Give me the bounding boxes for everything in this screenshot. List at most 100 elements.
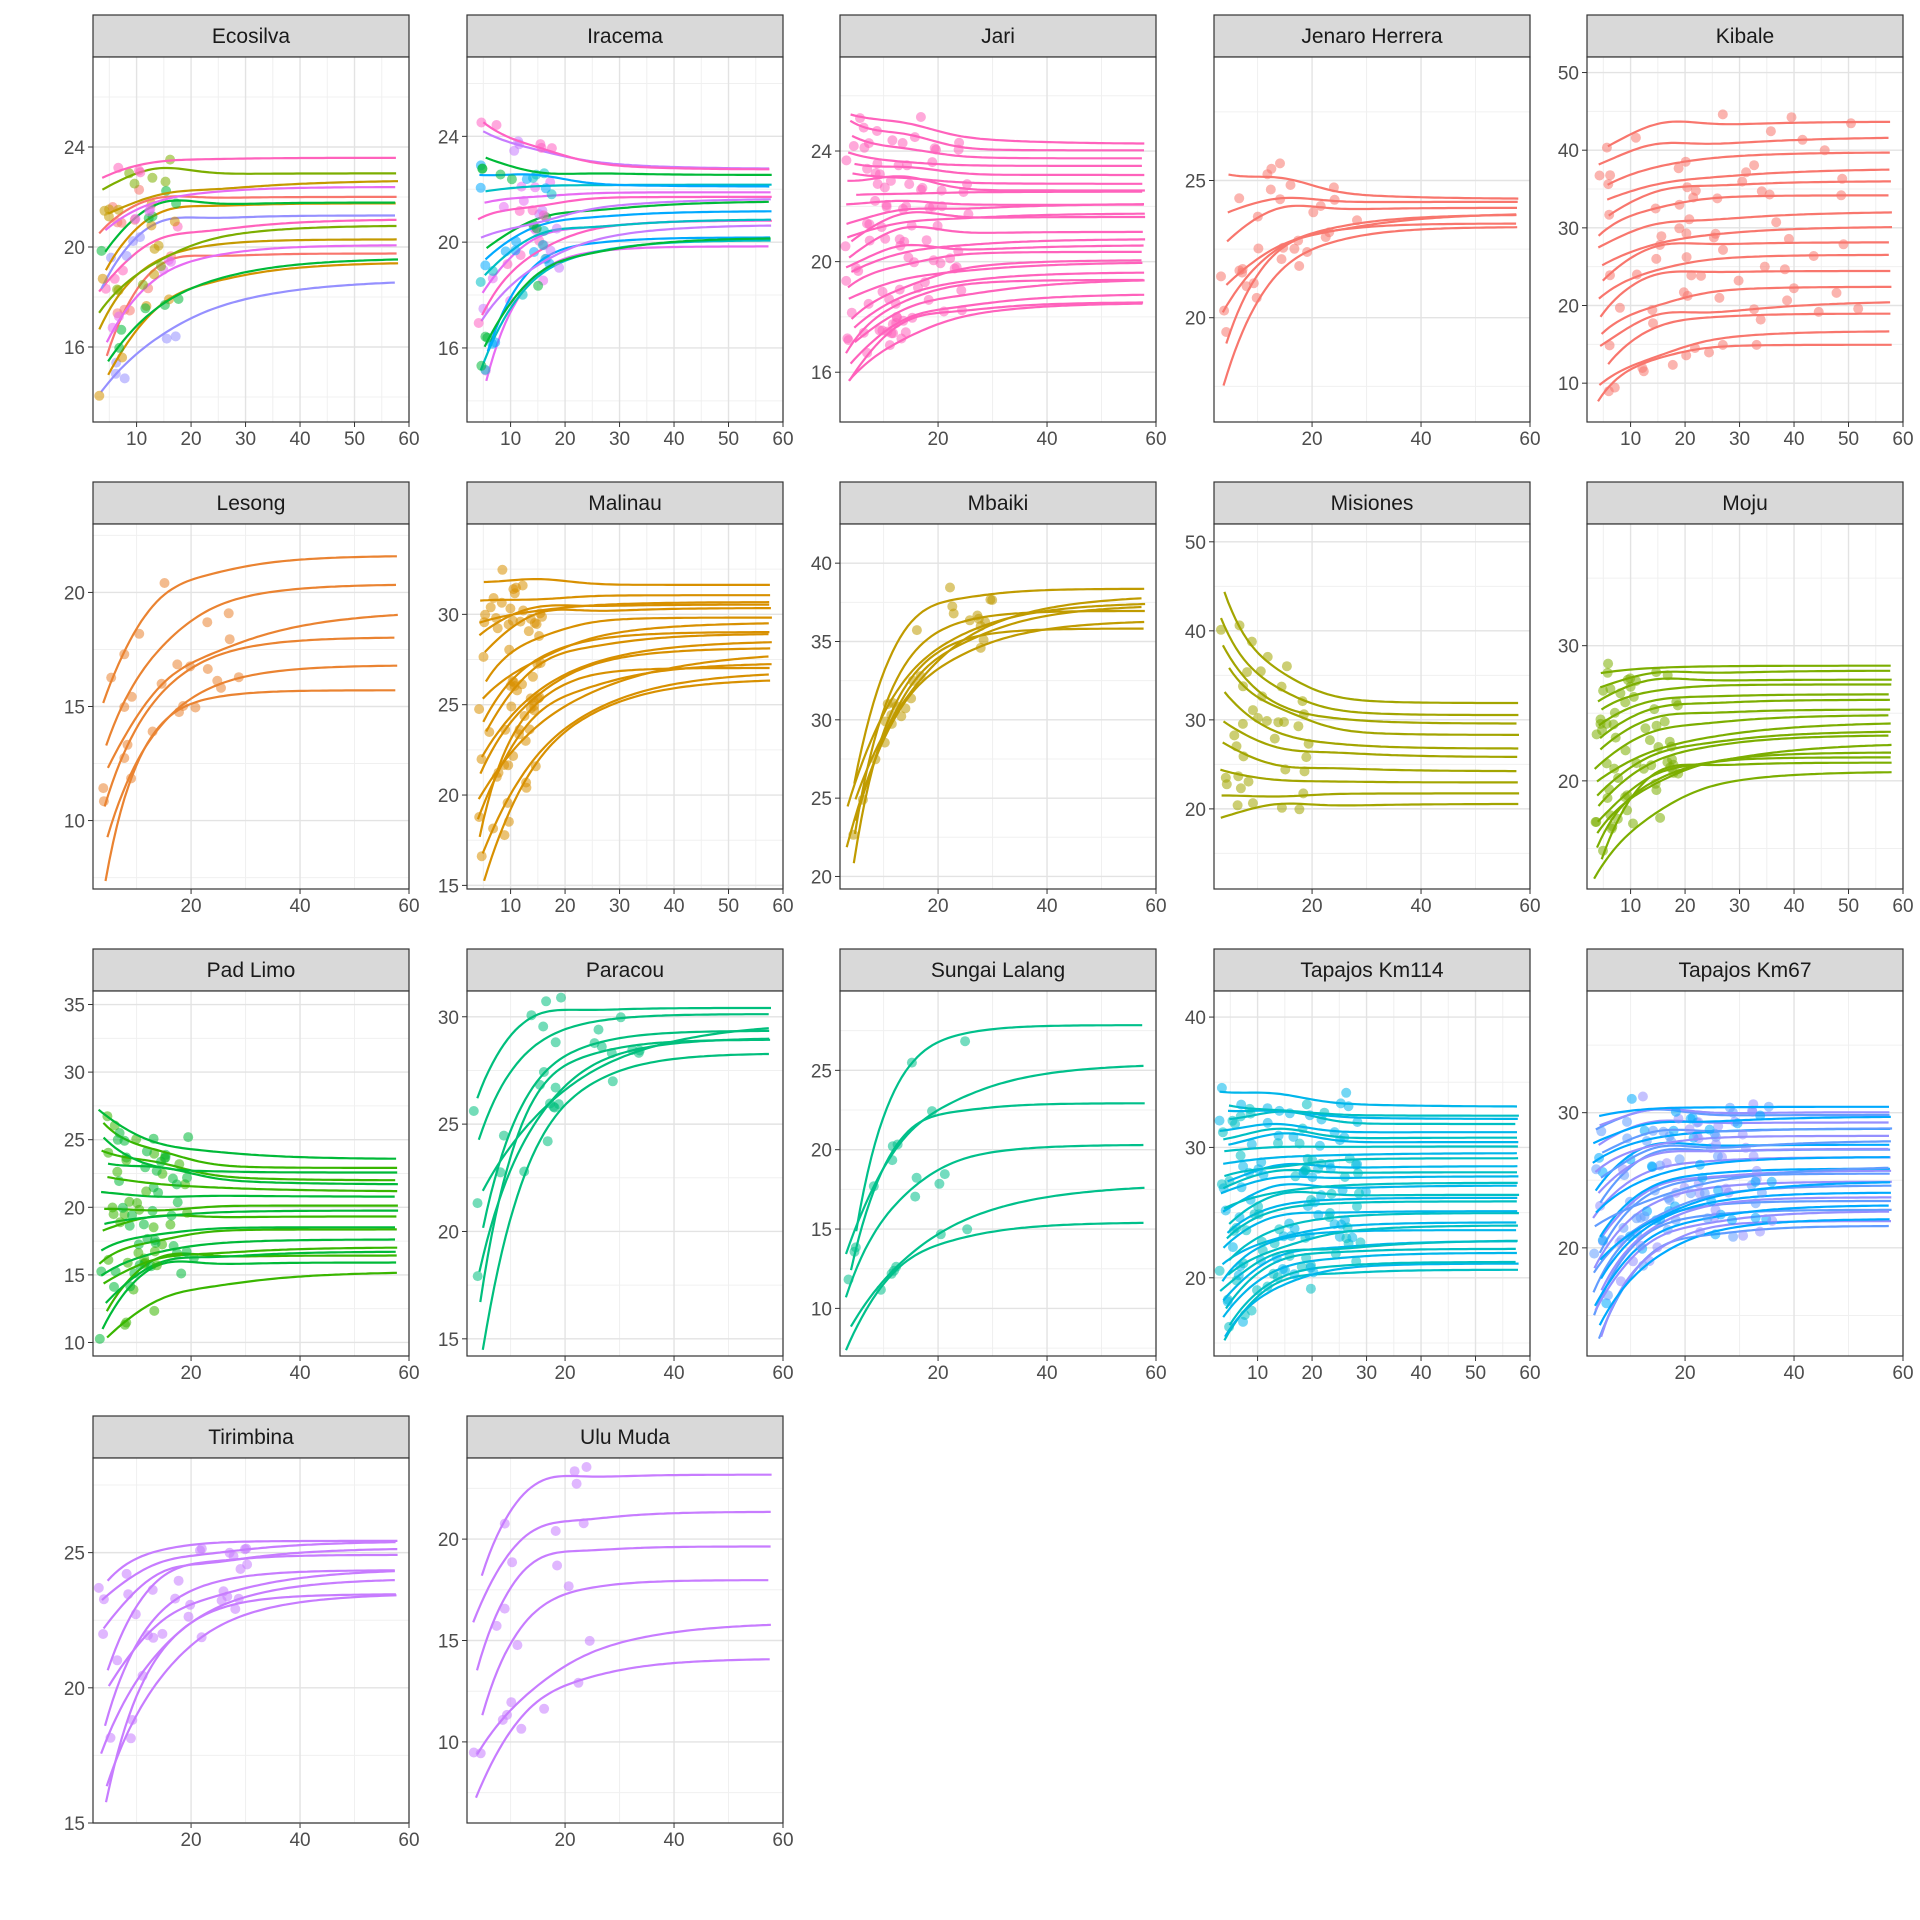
data-point: [1647, 305, 1658, 315]
data-point: [493, 767, 504, 778]
fit-curve: [1225, 222, 1517, 344]
data-point: [1307, 1172, 1318, 1183]
data-point: [1355, 1237, 1366, 1248]
data-point: [109, 1281, 119, 1292]
x-tick-label: 20: [180, 896, 201, 917]
y-tick-label: 16: [811, 363, 832, 384]
data-point: [1305, 1283, 1316, 1294]
data-point: [1684, 214, 1695, 225]
data-point: [495, 1167, 506, 1178]
fit-curve: [1226, 1196, 1518, 1234]
y-tick-label: 30: [811, 711, 832, 732]
data-point: [1764, 189, 1775, 200]
fit-curve: [848, 225, 1143, 259]
data-point: [593, 1024, 604, 1035]
data-point: [1685, 1113, 1696, 1124]
data-point: [1354, 1188, 1364, 1199]
data-point: [127, 1210, 137, 1221]
x-tick-label: 60: [1145, 429, 1166, 450]
fit-curve: [100, 1579, 395, 1754]
data-point: [951, 262, 962, 273]
data-point: [1714, 292, 1725, 303]
y-tick-label: 25: [811, 789, 832, 810]
x-tick-label: 20: [180, 1363, 201, 1384]
fit-curve: [1592, 1115, 1891, 1145]
data-point: [1234, 620, 1245, 631]
data-point: [929, 143, 940, 154]
y-tick-label: 20: [1558, 297, 1579, 318]
data-point: [581, 1462, 592, 1472]
data-point: [886, 710, 897, 721]
data-point: [1214, 1115, 1225, 1126]
facet-strip: [1586, 14, 1904, 58]
data-point: [149, 1246, 160, 1257]
data-point: [1853, 303, 1864, 314]
x-tick-label: 60: [398, 896, 419, 917]
facet-iracema: Iracema 10 20 30 40 50 60 16 20 24: [438, 14, 794, 450]
data-point: [182, 1172, 192, 1183]
data-point: [1329, 1219, 1340, 1230]
fit-curve: [1219, 1090, 1518, 1108]
data-point: [509, 681, 520, 691]
fit-curve: [1228, 173, 1519, 200]
fit-curve: [1222, 720, 1518, 758]
data-point: [1236, 1182, 1247, 1193]
data-point: [521, 174, 532, 185]
data-point: [1732, 1118, 1743, 1129]
data-point: [540, 183, 551, 194]
fit-curve: [103, 1246, 398, 1285]
data-point: [1603, 658, 1614, 669]
data-point: [490, 337, 501, 348]
y-tick-label: 24: [64, 138, 86, 159]
y-tick-label: 30: [438, 605, 459, 626]
fit-curve: [1607, 151, 1890, 186]
fit-curve: [483, 578, 770, 586]
data-point: [900, 327, 911, 338]
data-point: [1301, 1099, 1312, 1110]
facet-mbaiki: Mbaiki 20 40 60 20 25 30 35 40: [811, 481, 1167, 917]
data-point: [1251, 292, 1262, 303]
panel-border: [1586, 523, 1904, 890]
data-point: [166, 256, 176, 267]
data-point: [119, 753, 130, 763]
data-point: [1316, 1190, 1327, 1201]
data-point: [1308, 207, 1319, 218]
y-tick-label: 40: [1558, 141, 1579, 162]
data-point: [151, 1165, 162, 1176]
data-point: [499, 1603, 510, 1614]
data-point: [479, 617, 490, 628]
fit-curve: [1600, 664, 1891, 675]
x-tick-label: 10: [126, 429, 147, 450]
data-point: [1697, 1172, 1708, 1183]
fit-curve: [1596, 730, 1891, 797]
data-point: [472, 1271, 483, 1282]
fit-curve: [847, 250, 1142, 289]
x-tick-label: 60: [1892, 1363, 1913, 1384]
data-point: [507, 1557, 518, 1568]
fit-curve: [480, 594, 771, 602]
fit-curve: [102, 1548, 398, 1630]
data-point: [872, 179, 883, 189]
data-point: [542, 1136, 553, 1147]
data-point: [125, 1733, 136, 1744]
data-point: [116, 324, 127, 335]
x-tick-label: 40: [1036, 1363, 1057, 1384]
data-point: [1727, 1215, 1737, 1225]
panel-border: [1213, 523, 1531, 890]
data-point: [1640, 723, 1651, 734]
data-point: [98, 783, 109, 794]
fit-curve: [847, 151, 1142, 167]
x-tick-label: 60: [1519, 1363, 1540, 1384]
facet-title: Misiones: [1331, 492, 1414, 515]
facet-title: Ecosilva: [212, 25, 291, 48]
x-tick-label: 20: [554, 1363, 575, 1384]
x-tick-label: 40: [1410, 429, 1431, 450]
fit-curve: [1599, 269, 1891, 318]
data-point: [496, 597, 507, 608]
facet-sungai-lalang: Sungai Lalang 20 40 60 10 15 20 25: [811, 948, 1167, 1384]
fit-curve: [849, 119, 1144, 152]
panel-data: [93, 1539, 398, 1803]
x-tick-label: 40: [1783, 1363, 1804, 1384]
data-point: [1347, 1232, 1358, 1243]
